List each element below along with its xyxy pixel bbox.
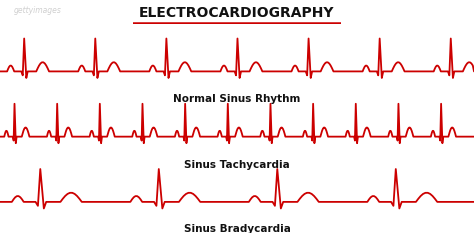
Text: gettyimages: gettyimages: [14, 6, 62, 15]
Text: Sinus Tachycardia: Sinus Tachycardia: [184, 160, 290, 170]
Text: Sinus Bradycardia: Sinus Bradycardia: [183, 224, 291, 233]
Text: ELECTROCARDIOGRAPHY: ELECTROCARDIOGRAPHY: [139, 6, 335, 20]
Text: Normal Sinus Rhythm: Normal Sinus Rhythm: [173, 94, 301, 104]
